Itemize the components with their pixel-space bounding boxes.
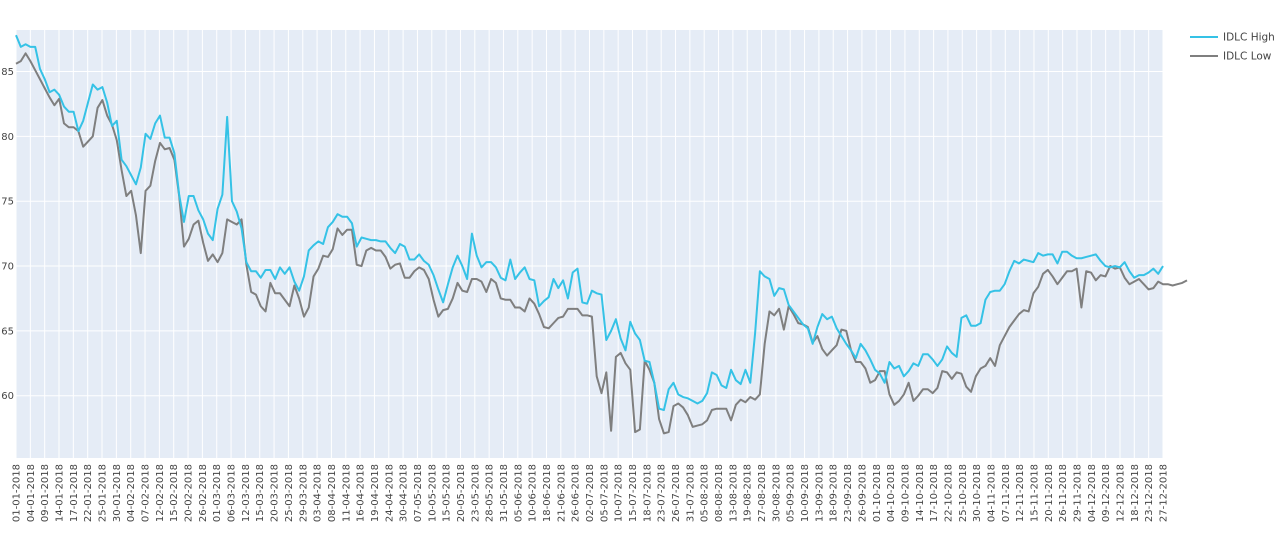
x-tick-label: 04-10-2018 <box>886 464 897 522</box>
x-tick-label: 31-05-2018 <box>499 464 510 522</box>
x-tick-label: 10-07-2018 <box>614 464 625 522</box>
x-tick-label: 09-01-2018 <box>40 464 51 522</box>
x-tick-label: 04-01-2018 <box>26 464 37 522</box>
legend: IDLC High IDLC Low <box>1190 32 1275 63</box>
y-tick-label: 65 <box>1 326 14 337</box>
x-tick-label: 11-04-2018 <box>341 464 352 522</box>
x-tick-label: 10-06-2018 <box>528 464 539 522</box>
x-tick-label: 20-03-2018 <box>270 464 281 522</box>
x-tick-label: 17-01-2018 <box>69 464 80 522</box>
x-tick-label: 18-12-2018 <box>1130 464 1141 522</box>
x-tick-label: 12-02-2018 <box>155 464 166 522</box>
x-tick-label: 12-03-2018 <box>241 464 252 522</box>
x-tick-label: 15-05-2018 <box>442 464 453 522</box>
x-tick-label: 23-07-2018 <box>657 464 668 522</box>
x-tick-label: 05-06-2018 <box>513 464 524 522</box>
series-line <box>15 34 1164 412</box>
x-tick-label: 15-03-2018 <box>255 464 266 522</box>
x-axis-ticks: 01-01-2018 04-01-2018 09-01-2018 14-01-2018… <box>12 464 1170 522</box>
y-tick-label: 80 <box>1 132 14 143</box>
x-tick-label: 14-10-2018 <box>915 464 926 522</box>
x-tick-label: 05-09-2018 <box>786 464 797 522</box>
x-tick-label: 07-11-2018 <box>1001 464 1012 522</box>
x-tick-label: 15-11-2018 <box>1029 464 1040 522</box>
series-lines <box>15 34 1188 435</box>
x-tick-label: 03-04-2018 <box>313 464 324 522</box>
x-tick-label: 01-10-2018 <box>872 464 883 522</box>
x-tick-label: 25-01-2018 <box>98 464 109 522</box>
x-tick-label: 30-08-2018 <box>771 464 782 522</box>
x-tick-label: 18-09-2018 <box>829 464 840 522</box>
x-tick-label: 05-08-2018 <box>700 464 711 522</box>
x-tick-label: 04-12-2018 <box>1087 464 1098 522</box>
x-tick-label: 29-11-2018 <box>1072 464 1083 522</box>
legend-label: IDLC High <box>1223 32 1275 44</box>
x-tick-label: 17-10-2018 <box>929 464 940 522</box>
x-tick-label: 15-07-2018 <box>628 464 639 522</box>
x-tick-label: 18-07-2018 <box>642 464 653 522</box>
x-tick-label: 06-03-2018 <box>227 464 238 522</box>
x-tick-label: 28-05-2018 <box>485 464 496 522</box>
x-tick-label: 26-06-2018 <box>571 464 582 522</box>
x-tick-label: 20-02-2018 <box>184 464 195 522</box>
x-tick-label: 26-11-2018 <box>1058 464 1069 522</box>
x-tick-label: 13-08-2018 <box>728 464 739 522</box>
x-tick-label: 07-02-2018 <box>141 464 152 522</box>
x-tick-label: 13-09-2018 <box>814 464 825 522</box>
x-tick-label: 08-08-2018 <box>714 464 725 522</box>
y-tick-label: 85 <box>1 67 14 78</box>
x-tick-label: 08-04-2018 <box>327 464 338 522</box>
x-tick-label: 09-12-2018 <box>1101 464 1112 522</box>
x-tick-label: 14-01-2018 <box>55 464 66 522</box>
x-tick-label: 19-04-2018 <box>370 464 381 522</box>
x-tick-label: 21-06-2018 <box>556 464 567 522</box>
x-tick-label: 19-08-2018 <box>743 464 754 522</box>
series-line <box>15 52 1188 435</box>
x-tick-label: 20-11-2018 <box>1044 464 1055 522</box>
x-tick-label: 10-09-2018 <box>800 464 811 522</box>
x-tick-label: 09-10-2018 <box>900 464 911 522</box>
x-tick-label: 20-05-2018 <box>456 464 467 522</box>
x-tick-label: 26-09-2018 <box>857 464 868 522</box>
x-tick-label: 15-02-2018 <box>169 464 180 522</box>
x-tick-label: 27-12-2018 <box>1159 464 1170 522</box>
y-axis-ticks: 60 65 70 75 80 85 <box>1 67 14 402</box>
x-tick-label: 29-03-2018 <box>298 464 309 522</box>
x-tick-label: 12-12-2018 <box>1115 464 1126 522</box>
x-tick-label: 23-12-2018 <box>1144 464 1155 522</box>
x-tick-label: 27-08-2018 <box>757 464 768 522</box>
y-tick-label: 70 <box>1 262 14 273</box>
legend-label: IDLC Low <box>1223 51 1272 63</box>
x-tick-label: 25-03-2018 <box>284 464 295 522</box>
x-tick-label: 01-03-2018 <box>212 464 223 522</box>
y-tick-label: 75 <box>1 197 14 208</box>
x-tick-label: 25-10-2018 <box>958 464 969 522</box>
x-tick-label: 07-05-2018 <box>413 464 424 522</box>
x-tick-label: 30-04-2018 <box>399 464 410 522</box>
x-tick-label: 04-11-2018 <box>986 464 997 522</box>
x-tick-label: 30-10-2018 <box>972 464 983 522</box>
x-tick-label: 26-07-2018 <box>671 464 682 522</box>
x-tick-label: 05-07-2018 <box>599 464 610 522</box>
x-tick-label: 10-05-2018 <box>427 464 438 522</box>
x-tick-label: 31-07-2018 <box>685 464 696 522</box>
x-tick-label: 02-07-2018 <box>585 464 596 522</box>
x-tick-label: 12-11-2018 <box>1015 464 1026 522</box>
y-tick-label: 60 <box>1 391 14 402</box>
x-tick-label: 22-10-2018 <box>943 464 954 522</box>
x-tick-label: 26-02-2018 <box>198 464 209 522</box>
x-tick-label: 22-01-2018 <box>83 464 94 522</box>
x-tick-label: 16-04-2018 <box>356 464 367 522</box>
x-tick-label: 23-09-2018 <box>843 464 854 522</box>
x-tick-label: 01-01-2018 <box>12 464 23 522</box>
x-tick-label: 24-04-2018 <box>384 464 395 522</box>
x-tick-label: 23-05-2018 <box>470 464 481 522</box>
x-tick-label: 18-06-2018 <box>542 464 553 522</box>
x-tick-label: 30-01-2018 <box>112 464 123 522</box>
grid-lines <box>15 30 1164 458</box>
x-tick-label: 04-02-2018 <box>126 464 137 522</box>
